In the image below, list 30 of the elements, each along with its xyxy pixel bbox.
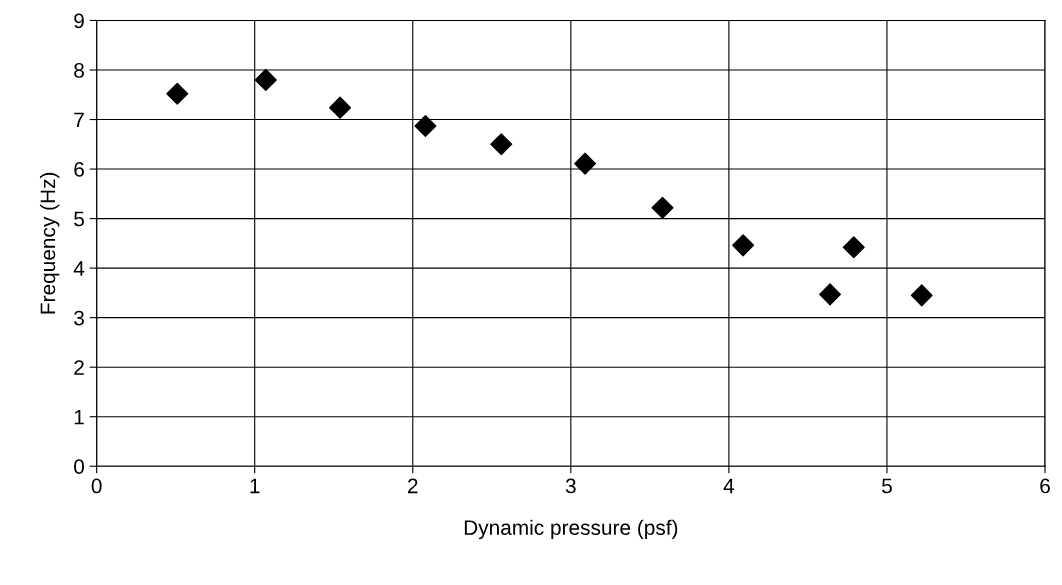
point: [166, 82, 189, 105]
point: [910, 284, 933, 307]
point: [819, 283, 842, 306]
y-axis-title: Frequency (Hz): [39, 172, 60, 314]
y-tick-label: 4: [73, 261, 85, 276]
point: [329, 96, 352, 119]
y-tick-label: 2: [74, 360, 84, 375]
x-tick-label: 1: [250, 478, 260, 494]
x-tick-label: 4: [723, 478, 735, 494]
y-tick-label: 1: [74, 409, 84, 425]
y-tick-label: 6: [74, 162, 84, 177]
point: [254, 68, 277, 91]
point: [651, 196, 674, 219]
point: [490, 133, 513, 156]
x-tick-label: 0: [91, 478, 102, 494]
y-tick-label: 7: [74, 112, 84, 128]
x-tick-label: 2: [408, 478, 418, 494]
point: [414, 114, 437, 137]
x-axis-title: Dynamic pressure (psf): [464, 519, 678, 540]
x-tick-label: 6: [1040, 478, 1050, 494]
x-tick-label: 5: [881, 478, 892, 494]
y-tick-label: 0: [74, 459, 85, 474]
x-tick-label: 3: [565, 478, 576, 494]
point: [732, 234, 755, 257]
y-tick-label: 3: [74, 310, 84, 326]
point: [574, 152, 597, 175]
y-tick-label: 5: [74, 211, 84, 227]
point: [842, 236, 865, 259]
y-tick-label: 9: [74, 13, 84, 29]
y-tick-label: 8: [74, 63, 84, 78]
